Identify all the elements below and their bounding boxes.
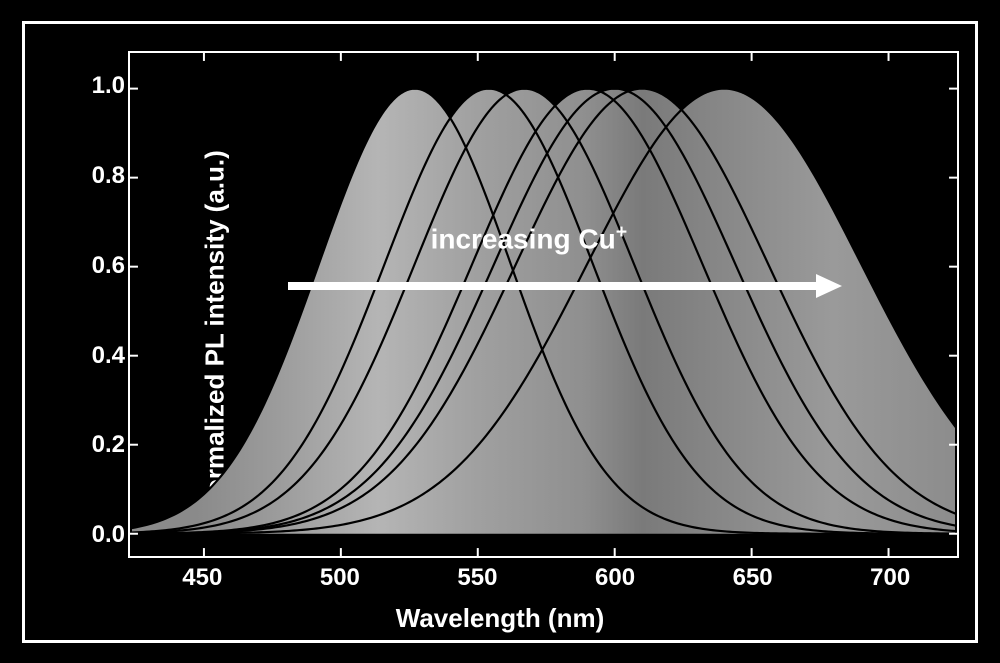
x-tick-label: 500 bbox=[320, 564, 360, 592]
y-tick-label: 0.0 bbox=[92, 521, 125, 549]
annotation-arrow-head bbox=[816, 274, 842, 298]
y-tick-label: 0.8 bbox=[92, 162, 125, 190]
x-tick-label: 650 bbox=[733, 564, 773, 592]
x-tick-label: 600 bbox=[595, 564, 635, 592]
chart-outer-frame: Normalized PL intensity (a.u.) increasin… bbox=[22, 21, 978, 643]
x-tick-label: 700 bbox=[870, 564, 910, 592]
y-tick-label: 0.2 bbox=[92, 431, 125, 459]
plot-area: increasing Cu+ bbox=[128, 51, 959, 558]
annotation-arrow-line bbox=[288, 282, 816, 290]
x-tick-label: 450 bbox=[182, 564, 222, 592]
x-tick-label: 550 bbox=[457, 564, 497, 592]
annotation-text: increasing Cu+ bbox=[431, 221, 628, 255]
plot-area-wrapper: increasing Cu+ bbox=[128, 51, 959, 558]
envelope-fill bbox=[130, 88, 957, 533]
y-tick-label: 0.4 bbox=[92, 342, 125, 370]
y-tick-label: 0.6 bbox=[92, 252, 125, 280]
y-tick-label: 1.0 bbox=[92, 72, 125, 100]
x-axis-label: Wavelength (nm) bbox=[396, 603, 604, 634]
chart-svg bbox=[130, 53, 957, 556]
